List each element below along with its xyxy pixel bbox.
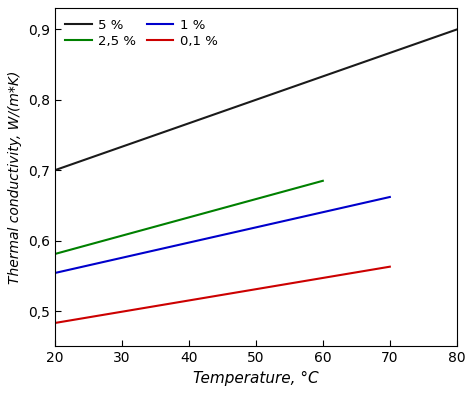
2,5 % [52,252,58,256]
2,5 % [320,178,326,183]
Y-axis label: Thermal conductivity, W/(m*K): Thermal conductivity, W/(m*K) [9,71,22,284]
Line: 2,5 %: 2,5 % [55,181,323,254]
Legend: 5 %, 2,5 %, 1 %, 0,1 %: 5 %, 2,5 %, 1 %, 0,1 % [61,15,222,52]
X-axis label: Temperature, °C: Temperature, °C [193,371,319,386]
